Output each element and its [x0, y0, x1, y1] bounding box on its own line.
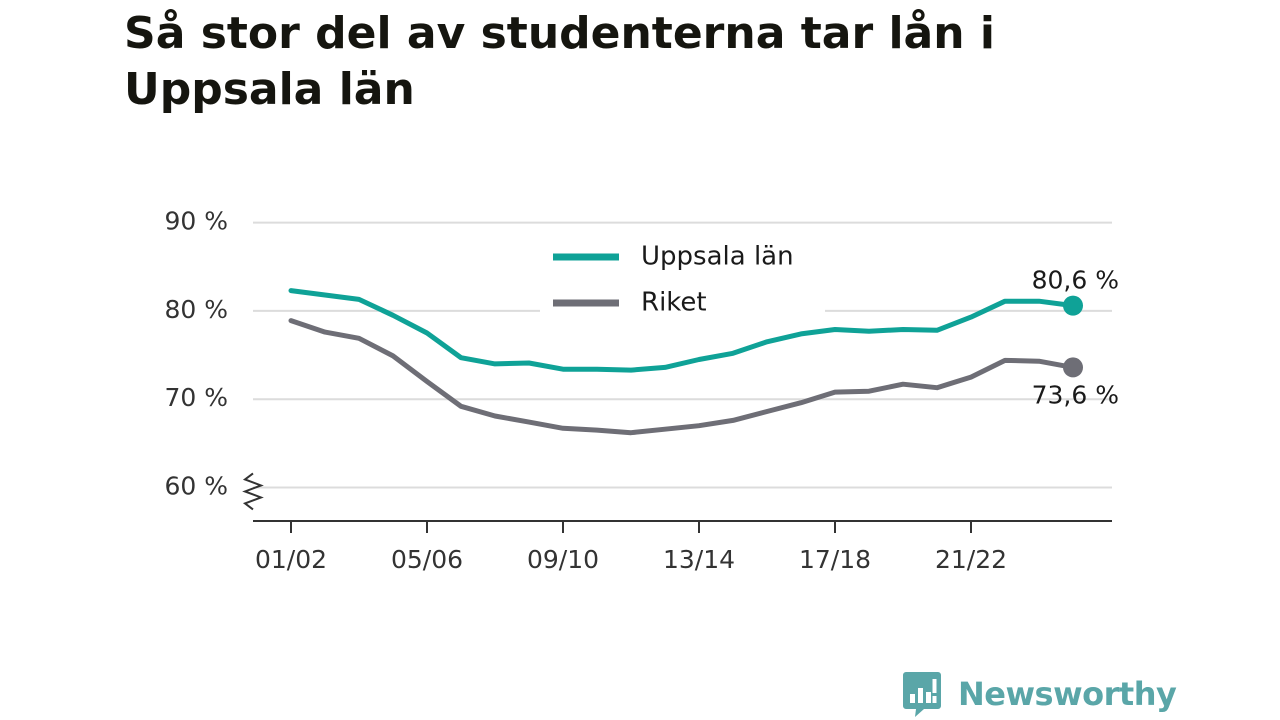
end-label-uppsala: 80,6 % [1032, 266, 1119, 295]
chart-title: Så stor del av studenterna tar lån i Upp… [124, 8, 995, 115]
series-end-marker-0 [1063, 295, 1083, 316]
legend-label-0: Uppsala län [641, 242, 794, 272]
series-lines [288, 288, 1083, 436]
series-end-marker-1 [1063, 357, 1083, 378]
newsworthy-logo-icon [903, 672, 941, 717]
x-tick-label: 21/22 [935, 545, 1007, 574]
brand-name: Newsworthy [958, 675, 1177, 713]
series-line-0 [288, 288, 1076, 373]
x-tick-label: 05/06 [391, 545, 463, 574]
legend-label-1: Riket [641, 288, 707, 318]
x-tick-label: 01/02 [255, 545, 327, 574]
series-line-1 [288, 318, 1076, 436]
x-axis: 01/02 05/06 09/10 13/14 17/18 21/22 [253, 520, 1112, 574]
legend-background [540, 236, 825, 328]
legend: Uppsala län Riket [540, 236, 825, 328]
y-tick-label: 60 % [164, 471, 228, 500]
y-axis: 60 % 70 % 80 % 90 % [164, 207, 264, 511]
end-label-riket: 73,6 % [1032, 380, 1119, 409]
x-tick-label: 13/14 [663, 545, 735, 574]
axis-break-icon [242, 472, 264, 511]
newsworthy-brand: Newsworthy [902, 670, 1177, 718]
x-tick-label: 09/10 [527, 545, 599, 574]
y-tick-label: 90 % [164, 207, 228, 236]
x-tick-label: 17/18 [799, 545, 871, 574]
y-tick-label: 80 % [164, 295, 228, 324]
y-tick-label: 70 % [164, 383, 228, 412]
end-labels: 80,6 % 73,6 % [1032, 266, 1119, 410]
